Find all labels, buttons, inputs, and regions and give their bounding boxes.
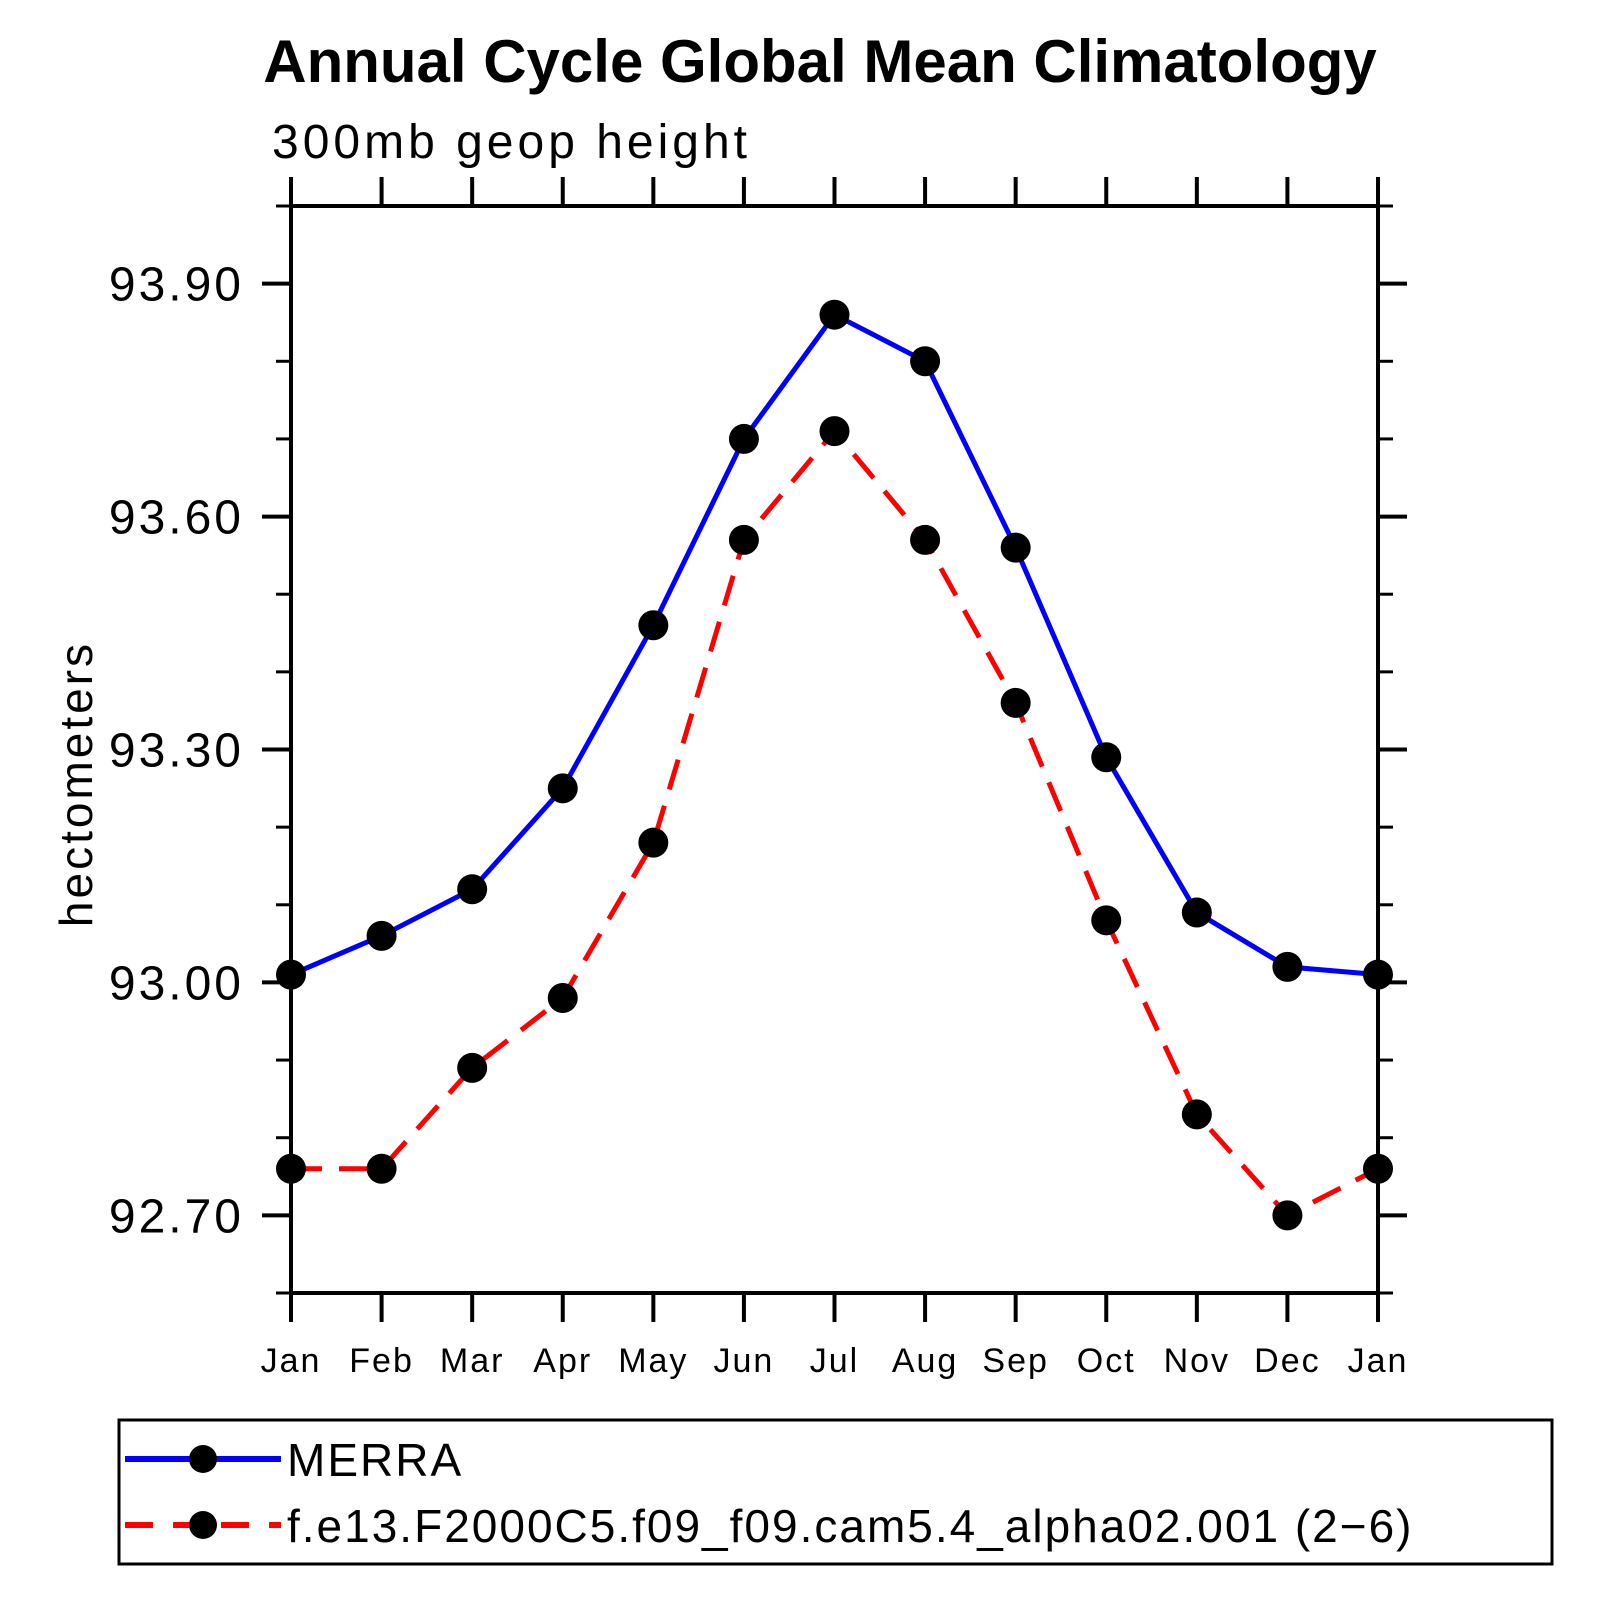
data-point-marker [1000,532,1031,563]
data-point-marker [910,524,941,555]
data-point-marker [1272,951,1303,982]
x-tick-label: Aug [892,1342,959,1380]
data-point-marker [457,1052,488,1083]
data-point-marker [547,773,578,804]
data-point-marker [638,827,669,858]
data-point-marker [638,610,669,641]
y-tick-label: 93.60 [109,492,244,545]
x-tick-label: Jan [1348,1342,1409,1380]
x-tick-label: Mar [440,1342,505,1380]
data-point-marker [1181,1099,1212,1130]
legend-marker [189,1445,217,1473]
x-tick-label: Jan [261,1342,322,1380]
data-point-marker [819,416,850,447]
data-point-marker [1363,1153,1393,1184]
data-point-marker [366,1153,397,1184]
x-tick-label: Nov [1164,1342,1230,1380]
data-point-marker [276,1153,306,1184]
data-point-marker [1181,897,1212,928]
data-point-marker [728,524,759,555]
data-point-marker [1272,1200,1303,1231]
data-point-marker [728,423,759,454]
legend-label: f.e13.F2000C5.f09_f09.cam5.4_alpha02.001… [287,1500,1413,1552]
data-point-marker [819,299,850,330]
chart-title: Annual Cycle Global Mean Climatology [263,28,1377,95]
series-line-model [291,427,1380,1219]
series-line-merra [290,311,1379,978]
data-point-marker [910,346,941,377]
data-point-marker [366,920,397,951]
x-tick-label: Jul [810,1342,859,1380]
y-tick-label: 93.00 [109,957,244,1010]
y-tick-label: 92.70 [109,1190,244,1243]
x-tick-label: Apr [533,1342,592,1380]
data-point-marker [1363,959,1393,990]
legend: MERRA f.e13.F2000C5.f09_f09.cam5.4_alpha0… [117,1418,1554,1566]
plot-area: 92.70 93.00 93.30 93.60 93.90 Jan Feb Mar Apr May… [109,177,1409,1380]
y-tick-label: 93.30 [109,725,244,778]
data-point-marker [1000,687,1031,718]
y-tick-label: 93.90 [109,259,244,312]
legend-marker [189,1511,217,1539]
x-tick-label: Dec [1254,1342,1320,1380]
data-point-marker [547,982,578,1013]
x-tick-label: May [618,1342,688,1380]
x-tick-label: Feb [349,1342,414,1380]
x-tick-label: Sep [982,1342,1049,1380]
data-point-marker [1091,742,1122,773]
legend-label: MERRA [287,1434,463,1486]
x-tick-label: Oct [1077,1342,1136,1380]
x-tick-label: Jun [714,1342,775,1380]
plot-frame [289,204,1380,1295]
data-point-marker [1091,905,1122,936]
data-point-marker [457,874,488,905]
chart-subtitle: 300mb geop height [272,116,751,169]
legend-box [117,1418,1554,1566]
data-point-marker [276,959,306,990]
y-axis-title: hectometers [50,641,102,927]
